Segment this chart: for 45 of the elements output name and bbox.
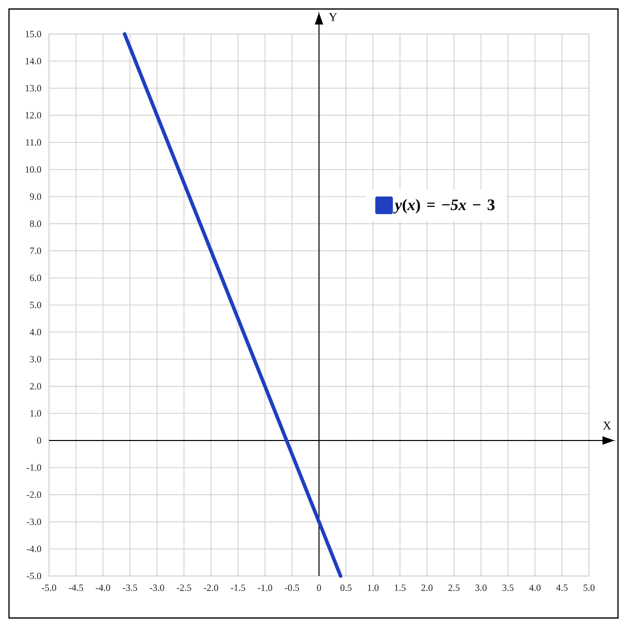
- x-tick-label: 5.0: [584, 584, 595, 591]
- y-tick-label: -1.0: [26, 464, 42, 471]
- x-tick-label: -2.0: [204, 584, 218, 591]
- x-tick-label: -2.5: [176, 584, 192, 591]
- y-tick-label: 7.0: [30, 248, 42, 254]
- y-tick-label: -5.0: [26, 572, 42, 580]
- x-axis-title: X: [602, 422, 612, 430]
- x-tick-label: 4.5: [556, 584, 568, 591]
- y-tick-label: 12.0: [26, 112, 42, 119]
- y-tick-label: -3.0: [26, 518, 42, 526]
- y-tick-label: 2.0: [30, 383, 42, 390]
- x-tick-label: 1.5: [394, 584, 406, 591]
- x-tick-label: -5.0: [42, 584, 56, 591]
- x-tick-label: -4.0: [96, 584, 110, 591]
- x-tick-label: 0: [316, 584, 322, 591]
- y-tick-label: 1.0: [30, 410, 42, 417]
- x-tick-label: -1.0: [258, 584, 272, 591]
- y-tick-label: 11.0: [26, 139, 42, 146]
- x-tick-label: 4.0: [529, 584, 541, 591]
- x-tick-label: 2.5: [448, 584, 460, 591]
- x-tick-label: -0.5: [284, 584, 300, 591]
- y-tick-label: 0: [37, 437, 42, 444]
- y-tick-label: 10.0: [26, 166, 42, 173]
- y-tick-label: 15.0: [26, 30, 42, 38]
- y-tick-label: 9.0: [30, 193, 42, 200]
- x-tick-label: 3.5: [502, 584, 514, 591]
- y-tick-label: 8.0: [30, 220, 42, 227]
- x-tick-label: 1.0: [368, 584, 379, 591]
- y-tick-label: 6.0: [30, 274, 42, 282]
- x-tick-label: -3.5: [122, 584, 138, 591]
- y-tick-label: -4.0: [26, 546, 42, 552]
- y-tick-label: 13.0: [26, 84, 42, 92]
- y-tick-label: 3.0: [30, 356, 42, 362]
- y-tick-label: 4.0: [30, 328, 42, 336]
- y-tick-label: 5.0: [30, 302, 42, 308]
- x-tick-label: 3.0: [476, 584, 487, 591]
- x-tick-label: -4.5: [68, 584, 84, 591]
- x-tick-label: -3.0: [150, 584, 164, 591]
- y-tick-label: -2.0: [26, 491, 42, 498]
- x-tick-label: 2.0: [421, 584, 433, 591]
- y-axis-title: Y: [328, 13, 338, 21]
- x-tick-label: 0.5: [340, 584, 352, 591]
- legend-label: y(x) = −5x − 3: [393, 198, 495, 214]
- y-tick-label: 14.0: [26, 58, 42, 64]
- x-tick-label: -1.5: [230, 584, 246, 591]
